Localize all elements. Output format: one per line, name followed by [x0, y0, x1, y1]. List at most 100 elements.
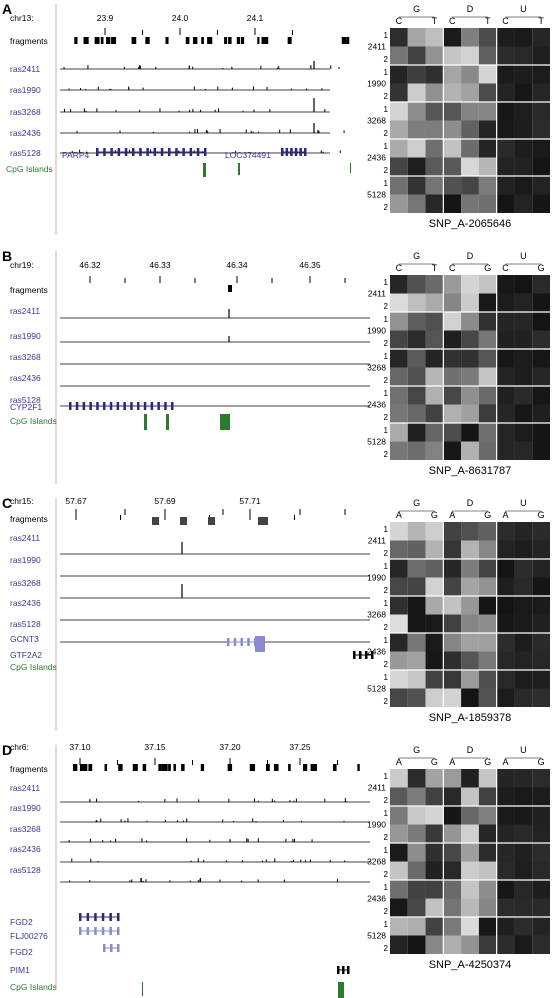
heatmap-cell — [514, 880, 533, 899]
fragment-mark — [100, 37, 104, 44]
allele-label: 1 — [384, 315, 389, 324]
heatmap-cell — [532, 935, 550, 954]
heatmap-cell — [478, 769, 497, 788]
track-label: ras2411 — [10, 783, 40, 793]
heatmap-cell — [478, 559, 497, 578]
fragment-mark — [228, 285, 232, 292]
coord-tick-label: 46.34 — [226, 260, 248, 270]
allele-label: 1 — [384, 352, 389, 361]
heatmap-cell — [532, 670, 550, 689]
heatmap-cell — [496, 386, 515, 405]
allele-label: 2 — [384, 660, 389, 669]
gene-label: GTF2A2 — [10, 650, 42, 660]
gene-exon — [143, 402, 147, 410]
heatmap-cell — [425, 28, 444, 47]
heatmap-cell — [478, 349, 497, 368]
heatmap-cell — [390, 880, 408, 899]
gene-label: LOC374491 — [225, 150, 271, 160]
heatmap-cell — [461, 540, 479, 559]
heatmap-cell — [407, 843, 426, 862]
heatmap-cell — [407, 596, 426, 615]
heatmap-cell — [532, 522, 550, 541]
heatmap-cell — [478, 596, 497, 615]
heatmap-cell — [514, 139, 533, 158]
heatmap-cell — [425, 633, 444, 652]
heatmap-cell — [390, 614, 408, 633]
heatmap-cell — [496, 293, 515, 312]
heatmap-cell — [443, 330, 462, 349]
heatmap-cell — [443, 176, 462, 195]
heatmap-cell — [407, 441, 426, 460]
heatmap-cell — [496, 404, 515, 423]
fragment-mark — [312, 764, 317, 771]
heatmap-column-label: U — [520, 745, 527, 755]
fragment-mark — [83, 764, 88, 771]
heatmap-cell — [496, 614, 515, 633]
gene-exon — [347, 966, 350, 974]
heatmap-cell — [514, 843, 533, 862]
heatmap-cell — [461, 769, 479, 788]
heatmap-cell — [514, 633, 533, 652]
track-label: ras3268 — [10, 824, 41, 834]
heatmap-cell — [532, 898, 550, 917]
fragment-mark — [341, 37, 347, 44]
gene-exon — [117, 913, 120, 921]
heatmap-cell — [514, 386, 533, 405]
coord-tick-label: 24.1 — [247, 13, 264, 23]
heatmap-cell — [461, 651, 479, 670]
gene-exon — [139, 148, 142, 156]
heatmap-column-label: U — [520, 251, 527, 261]
heatmap-cell — [532, 46, 550, 65]
heatmap-cell — [407, 330, 426, 349]
heatmap-cell — [390, 806, 408, 825]
fragment-mark — [132, 764, 136, 771]
fragment-mark — [357, 764, 360, 771]
gene-exon — [304, 148, 307, 156]
heatmap-column-label: G — [413, 251, 420, 261]
heatmap-cell — [514, 275, 533, 294]
sample-label: 3268 — [367, 363, 386, 373]
fragment-mark — [195, 37, 198, 44]
chrom-label: chr13: — [10, 13, 34, 23]
heatmap-cell — [390, 312, 408, 331]
gene-exon — [79, 927, 82, 935]
heatmap-cell — [514, 614, 533, 633]
heatmap-cell — [425, 688, 444, 707]
fragment-mark — [264, 37, 269, 44]
heatmap-cell — [443, 139, 462, 158]
sample-label: 1990 — [367, 573, 386, 583]
gene-exon — [337, 966, 340, 974]
gene-exon — [164, 402, 167, 410]
heatmap-cell — [443, 65, 462, 84]
gene-exon — [86, 927, 90, 935]
heatmap-cell — [425, 65, 444, 84]
gene-exon — [175, 148, 178, 156]
heatmap-cell — [425, 330, 444, 349]
allele-label: 2 — [384, 549, 389, 558]
coord-tick-label: 37.20 — [219, 742, 241, 752]
heatmap-cell — [496, 769, 515, 788]
heatmap-cell — [532, 577, 550, 596]
fragment-mark — [228, 764, 232, 771]
sample-label: 2411 — [368, 783, 387, 793]
heatmap-cell — [532, 787, 550, 806]
heatmap-cell — [514, 176, 533, 195]
gene-exon — [69, 402, 72, 410]
heatmap-cell — [461, 330, 479, 349]
track-label: ras5128 — [10, 865, 41, 875]
fragment-mark — [257, 37, 260, 44]
gene-exon — [109, 927, 112, 935]
heatmap-cell — [407, 522, 426, 541]
cpg-island-block — [338, 982, 344, 998]
heatmap-cell — [407, 157, 426, 176]
heatmap-cell — [443, 651, 462, 670]
heatmap-cell — [478, 540, 497, 559]
heatmap-cell — [532, 139, 550, 158]
fragment-mark — [240, 37, 245, 44]
heatmap-cell — [407, 293, 426, 312]
heatmap-cell — [478, 293, 497, 312]
heatmap-cell — [425, 83, 444, 102]
heatmap-cell — [478, 28, 497, 47]
heatmap-cell — [532, 312, 550, 331]
